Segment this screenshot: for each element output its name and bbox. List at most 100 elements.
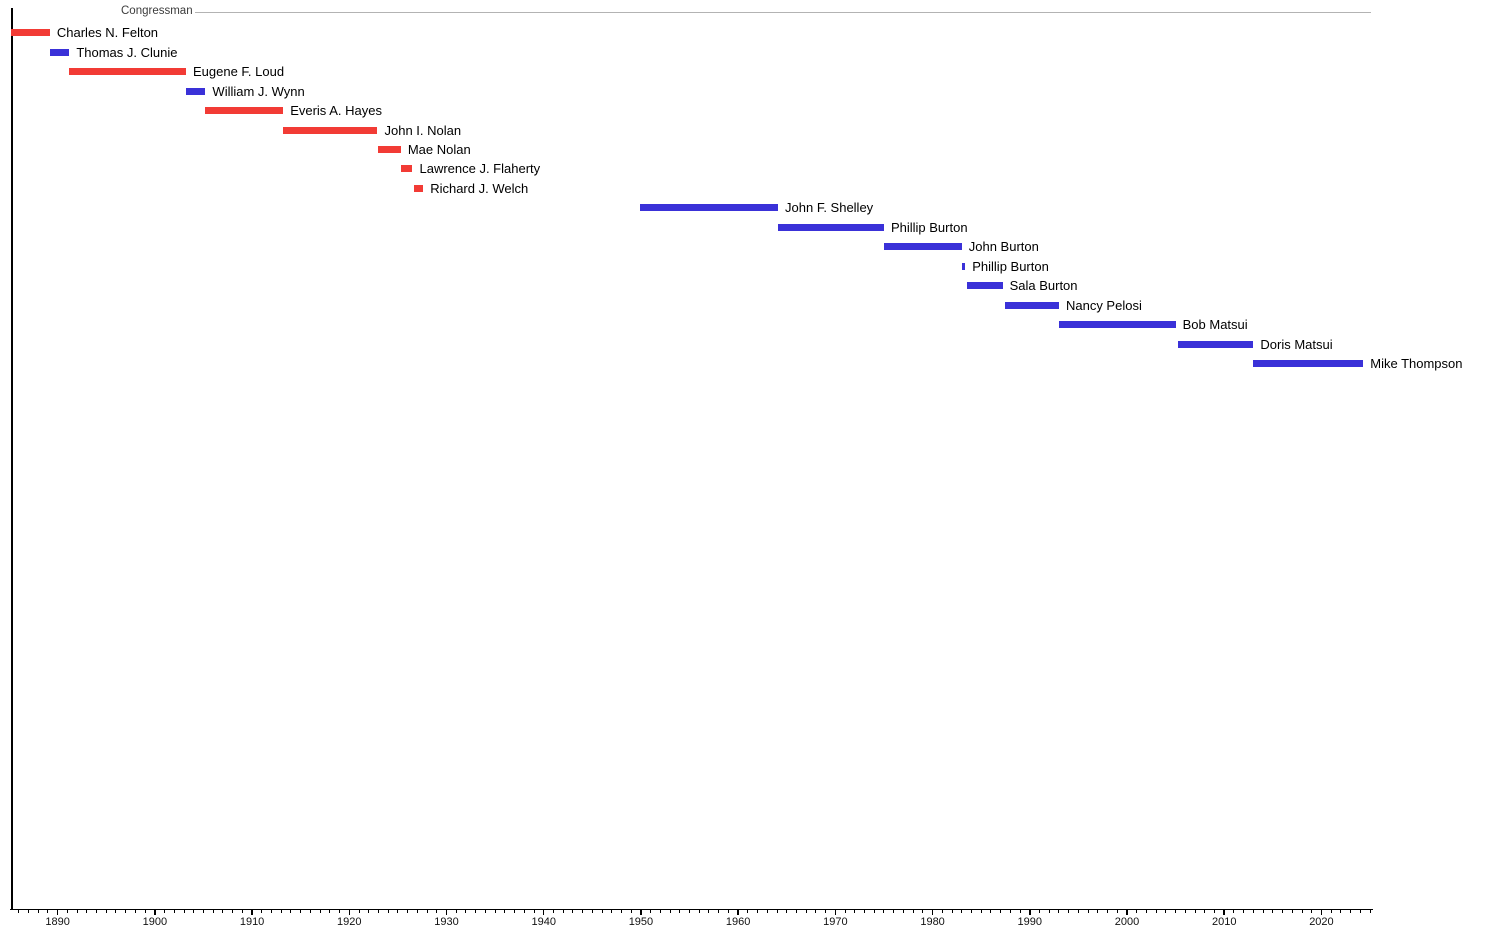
minor-tick	[309, 909, 311, 913]
minor-tick	[1097, 909, 1099, 913]
minor-tick	[659, 909, 661, 913]
term-bar	[400, 165, 413, 173]
minor-tick	[805, 909, 807, 913]
major-tick	[640, 909, 642, 915]
minor-tick	[115, 909, 117, 913]
minor-tick	[689, 909, 691, 913]
minor-tick	[795, 909, 797, 913]
minor-tick	[591, 909, 593, 913]
minor-tick	[1184, 909, 1186, 913]
minor-tick	[436, 909, 438, 913]
minor-tick	[280, 909, 282, 913]
minor-tick	[134, 909, 136, 913]
minor-tick	[1330, 909, 1332, 913]
minor-tick	[951, 909, 953, 913]
minor-tick	[300, 909, 302, 913]
x-axis-tick-label: 2020	[1309, 916, 1334, 928]
minor-tick	[1340, 909, 1342, 913]
minor-tick	[1301, 909, 1303, 913]
term-bar	[1177, 340, 1254, 348]
minor-tick	[1291, 909, 1293, 913]
minor-tick	[747, 909, 749, 913]
minor-tick	[1233, 909, 1235, 913]
term-bar	[185, 87, 206, 95]
minor-tick	[786, 909, 788, 913]
minor-tick	[1175, 909, 1177, 913]
minor-tick	[1000, 909, 1002, 913]
minor-tick	[368, 909, 370, 913]
minor-tick	[1068, 909, 1070, 913]
major-tick	[445, 909, 448, 915]
minor-tick	[212, 909, 214, 913]
major-tick	[348, 909, 351, 915]
column-header-congressman: Congressman	[121, 5, 193, 17]
congressman-name-label: Mike Thompson	[1370, 355, 1463, 371]
minor-tick	[222, 909, 224, 913]
minor-tick	[941, 909, 943, 913]
minor-tick	[854, 909, 856, 913]
minor-tick	[815, 909, 817, 913]
minor-tick	[37, 909, 39, 913]
minor-tick	[494, 909, 496, 913]
minor-tick	[621, 909, 622, 913]
major-tick	[737, 909, 739, 915]
minor-tick	[970, 909, 972, 913]
x-axis-tick-label: 1920	[337, 916, 362, 928]
minor-tick	[416, 909, 418, 913]
minor-tick	[1194, 909, 1196, 913]
minor-tick	[572, 909, 574, 913]
x-axis-tick-label: 2010	[1211, 916, 1237, 928]
minor-tick	[1009, 909, 1011, 913]
term-bar	[205, 107, 284, 115]
minor-tick	[902, 909, 904, 913]
congressman-name-label: Bob Matsui	[1182, 317, 1248, 333]
congressman-name-label: Nancy Pelosi	[1065, 297, 1142, 313]
minor-tick	[630, 909, 632, 913]
congressman-name-label: John F. Shelley	[785, 200, 874, 216]
major-tick	[251, 909, 253, 915]
minor-tick	[504, 909, 506, 913]
major-tick	[834, 909, 837, 915]
minor-tick	[1262, 909, 1264, 913]
minor-tick	[1204, 909, 1206, 913]
congressman-name-label: Thomas J. Clunie	[76, 44, 178, 60]
minor-tick	[455, 909, 457, 913]
minor-tick	[66, 909, 68, 913]
minor-tick	[1019, 909, 1021, 913]
minor-tick	[1214, 909, 1215, 913]
congressman-name-label: Charles N. Felton	[56, 25, 159, 41]
minor-tick	[825, 909, 827, 913]
minor-tick	[339, 909, 341, 913]
minor-tick	[484, 909, 486, 913]
minor-tick	[698, 909, 700, 913]
term-bar	[414, 184, 424, 192]
minor-tick	[232, 909, 234, 913]
minor-tick	[1145, 909, 1147, 913]
x-axis-tick-label: 1950	[628, 916, 654, 928]
minor-tick	[164, 909, 166, 913]
minor-tick	[1107, 909, 1109, 913]
congressman-name-label: Mae Nolan	[407, 142, 471, 157]
minor-tick	[1243, 909, 1245, 913]
minor-tick	[757, 909, 759, 913]
minor-tick	[407, 909, 409, 913]
minor-tick	[86, 909, 88, 913]
minor-tick	[1155, 909, 1157, 913]
term-bar	[778, 223, 884, 231]
minor-tick	[1058, 909, 1060, 913]
minor-tick	[1087, 909, 1089, 913]
minor-tick	[776, 909, 778, 913]
x-axis-tick-label: 1980	[920, 916, 945, 928]
minor-tick	[193, 909, 195, 913]
minor-tick	[241, 909, 243, 913]
x-axis-line	[10, 908, 1373, 910]
minor-tick	[533, 909, 535, 913]
minor-tick	[552, 909, 554, 913]
minor-tick	[144, 909, 146, 913]
congressman-name-label: William J. Wynn	[212, 83, 305, 99]
term-bar	[49, 48, 70, 56]
minor-tick	[319, 909, 321, 913]
minor-tick	[844, 909, 846, 913]
minor-tick	[523, 909, 525, 913]
